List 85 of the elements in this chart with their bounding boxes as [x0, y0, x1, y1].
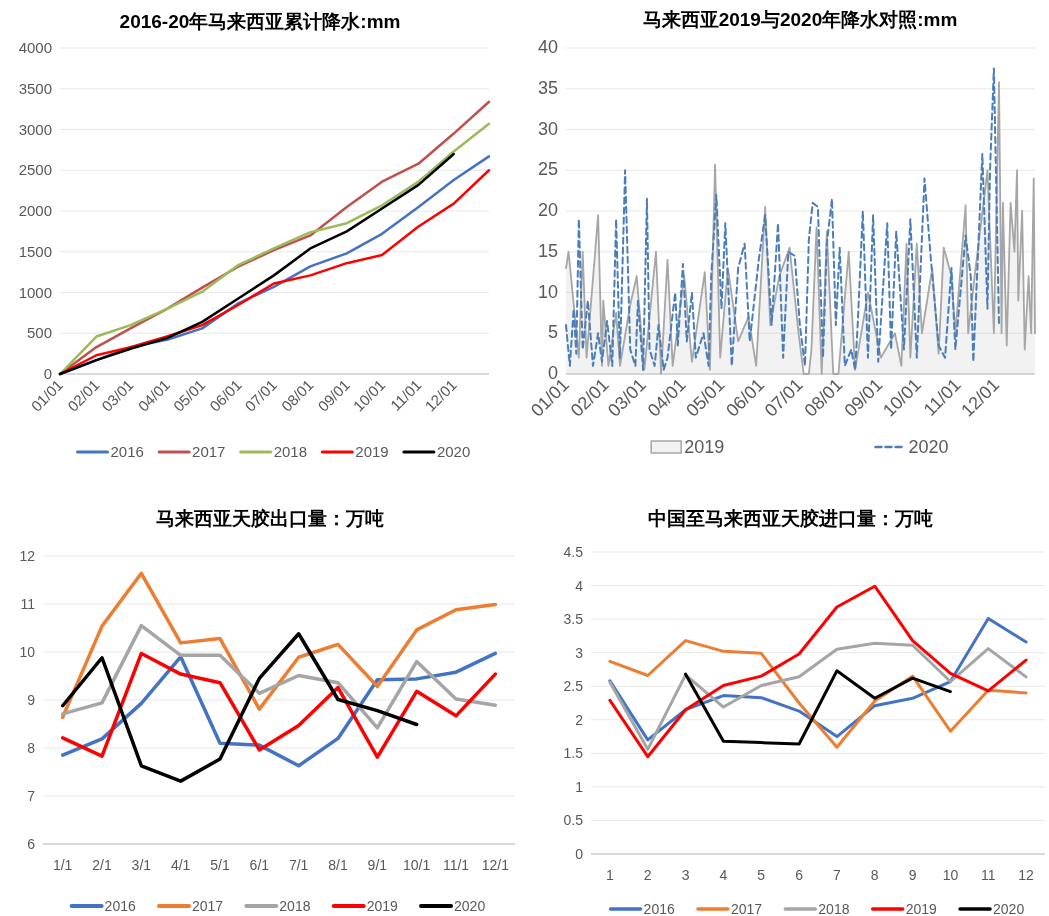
legend-label: 2017: [191, 898, 224, 915]
y-tick-label: 1: [575, 778, 584, 795]
x-tick-label: 11: [980, 867, 996, 883]
legend-label: 2018: [273, 443, 308, 461]
legend-label: 2020: [454, 898, 486, 915]
x-tick-label: 10: [942, 867, 959, 883]
y-tick-label: 40: [537, 37, 558, 57]
y-tick-label: 2000: [18, 202, 52, 219]
y-tick-label: 9: [27, 692, 36, 708]
y-tick-label: 0: [575, 846, 584, 862]
y-tick-label: 3500: [18, 79, 52, 97]
x-tick-label: 7/1: [288, 857, 309, 873]
line-series: [608, 584, 1028, 759]
legend-label: 2018: [279, 898, 311, 915]
chart-title: 马来西亚天胶出口量：万吨: [156, 508, 384, 529]
y-tick-label: 3.5: [563, 611, 584, 628]
y-tick-label: 1000: [18, 283, 52, 301]
x-tick-label: 7: [833, 867, 842, 883]
y-tick-label: 2: [575, 711, 584, 728]
legend-label: 2019: [355, 443, 389, 461]
line-series: [60, 623, 498, 730]
y-tick-label: 30: [537, 118, 558, 139]
legend-label: 2020: [908, 437, 949, 458]
y-tick-label: 2.5: [563, 678, 584, 695]
x-tick-label: 5: [757, 867, 766, 883]
y-tick-label: 5: [547, 322, 558, 343]
x-tick-label: 10/1: [403, 857, 431, 873]
legend-label: 2016: [104, 898, 136, 915]
y-tick-label: 20: [537, 200, 558, 220]
y-tick-label: 2500: [18, 161, 52, 179]
x-tick-label: 4/1: [170, 857, 191, 873]
y-tick-label: 0: [547, 363, 558, 383]
y-tick-label: 4: [575, 577, 584, 594]
x-tick-label: 11/1: [442, 857, 470, 873]
y-tick-label: 1500: [18, 242, 52, 260]
x-tick-label: 3/1: [131, 857, 152, 873]
chart-title: 2016-20年马来西亚累计降水:mm: [119, 11, 401, 32]
line-series: [684, 669, 952, 746]
y-tick-label: 500: [26, 324, 52, 342]
legend-label: 2020: [993, 901, 1025, 916]
x-tick-label: 8: [870, 867, 879, 883]
y-tick-label: 25: [537, 159, 558, 180]
y-tick-label: 0: [43, 365, 52, 382]
y-tick-label: 8: [27, 740, 36, 756]
y-tick-label: 7: [27, 788, 36, 804]
y-tick-label: 35: [537, 77, 558, 98]
legend-label: 2017: [192, 443, 226, 461]
x-tick-label: 6/1: [249, 857, 270, 873]
legend-label: 2019: [905, 901, 938, 916]
legend-label: 2017: [730, 901, 763, 916]
y-tick-label: 3000: [18, 120, 52, 138]
legend-label: 2016: [110, 443, 144, 461]
legend-label: 2020: [436, 443, 471, 461]
x-tick-label: 3: [681, 867, 690, 883]
x-tick-label: 4: [719, 867, 728, 883]
x-tick-label: 9: [908, 867, 917, 883]
y-tick-label: 12: [19, 548, 36, 564]
x-tick-label: 1/1: [52, 857, 73, 873]
y-tick-label: 1.5: [563, 745, 584, 762]
x-tick-label: 9/1: [367, 857, 388, 873]
y-tick-label: 11: [20, 596, 36, 612]
y-tick-label: 6: [27, 836, 36, 852]
x-tick-label: 5/1: [210, 857, 230, 873]
x-tick-label: 12: [1018, 867, 1035, 883]
legend-label: 2018: [818, 901, 850, 916]
y-tick-label: 10: [19, 644, 36, 660]
y-tick-label: 4.5: [563, 544, 584, 560]
legend-label: 2019: [684, 437, 725, 458]
x-tick-label: 6: [795, 867, 804, 883]
legend-label: 2019: [366, 898, 399, 915]
chart-title: 马来西亚2019与2020年降水对照:mm: [642, 9, 958, 30]
x-tick-label: 1: [606, 867, 615, 883]
chart-title: 中国至马来西亚天胶进口量：万吨: [647, 508, 933, 529]
y-tick-label: 3: [575, 644, 584, 661]
x-tick-label: 2: [643, 867, 652, 883]
y-tick-label: 15: [537, 240, 558, 261]
x-tick-label: 2/1: [92, 857, 112, 873]
x-tick-label: 8/1: [328, 857, 348, 873]
line-series: [60, 571, 498, 720]
y-tick-label: 0.5: [563, 812, 584, 829]
y-tick-label: 4000: [18, 39, 52, 56]
y-tick-label: 10: [537, 281, 558, 302]
x-tick-label: 12/1: [481, 857, 510, 873]
line-series: [60, 632, 419, 783]
legend-label: 2016: [643, 901, 675, 916]
